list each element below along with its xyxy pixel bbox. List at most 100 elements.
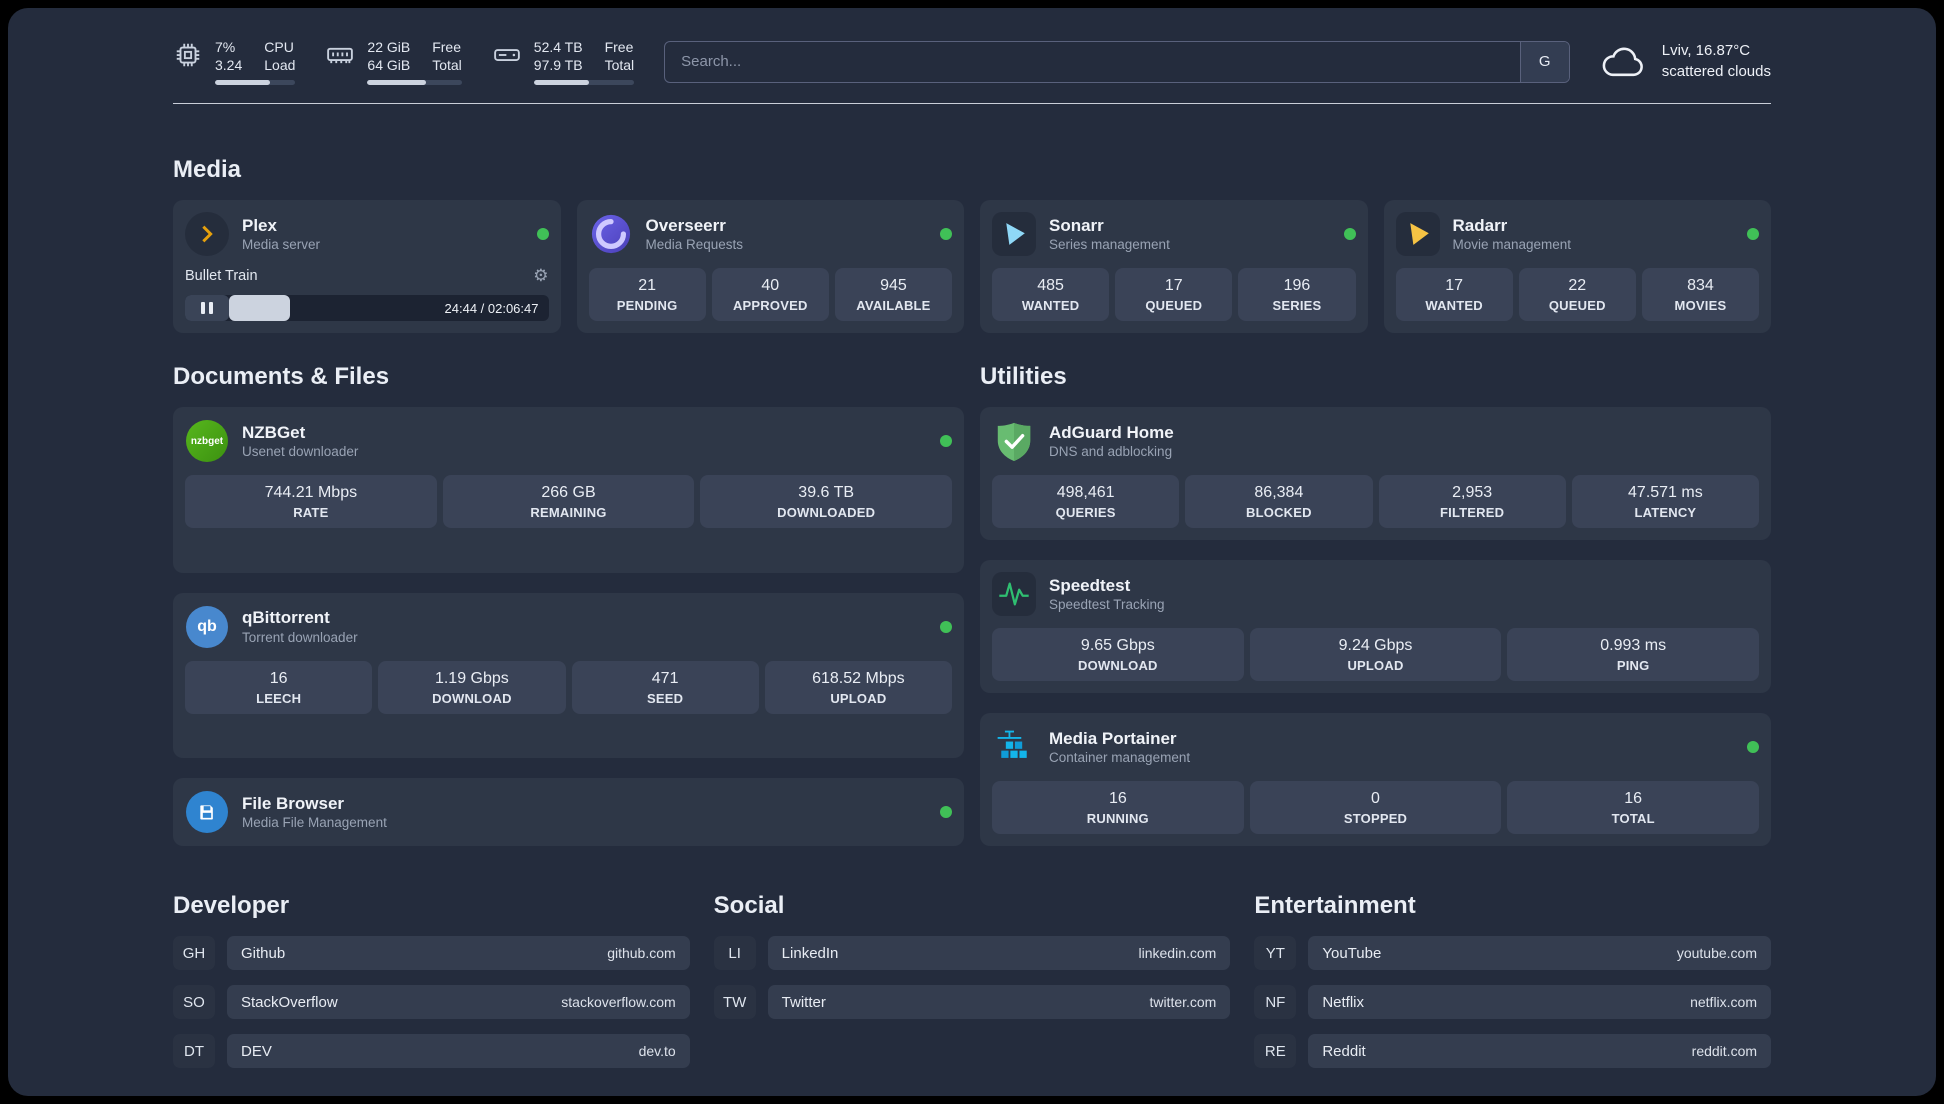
ram-free-value: 22 GiB xyxy=(367,39,411,55)
app-desc: Movie management xyxy=(1452,237,1572,253)
bookmark-name: LinkedIn xyxy=(781,944,839,962)
app-card-nzbget[interactable]: nzbget NZBGet Usenet downloader 744.21 M… xyxy=(173,407,964,573)
stat-leech: 16 LEECH xyxy=(185,660,373,714)
app-card-adguard[interactable]: AdGuard Home DNS and adblocking 498,461 … xyxy=(980,407,1771,541)
pause-button[interactable] xyxy=(185,295,229,322)
ram-free-label: Free xyxy=(432,39,462,55)
bookmark-linkedin[interactable]: LI LinkedIn linkedin.com xyxy=(713,936,1231,971)
stat-series: 196 SERIES xyxy=(1238,268,1356,322)
bookmark-dev[interactable]: DT DEV dev.to xyxy=(173,1034,690,1069)
section-title-utilities: Utilities xyxy=(980,363,1067,391)
bookmark-abbr: LI xyxy=(713,936,756,971)
stat-running: 16 RUNNING xyxy=(992,781,1244,835)
adguard-icon xyxy=(992,419,1036,463)
stat-upload: 618.52 Mbps UPLOAD xyxy=(764,660,952,714)
sonarr-icon xyxy=(992,212,1036,257)
stat-filtered: 2,953 FILTERED xyxy=(1378,475,1566,529)
bookmark-name: Netflix xyxy=(1322,993,1365,1011)
app-card-filebrowser[interactable]: File Browser Media File Management xyxy=(173,778,964,847)
stat-seed: 471 SEED xyxy=(571,660,759,714)
bookmark-youtube[interactable]: YT YouTube youtube.com xyxy=(1254,936,1772,971)
bookmark-name: DEV xyxy=(241,1042,272,1060)
app-name: qBittorrent xyxy=(242,608,330,628)
media-player: 24:44 / 02:06:47 xyxy=(185,295,549,322)
app-card-overseerr[interactable]: Overseerr Media Requests 21 PENDING 40 A… xyxy=(576,200,964,334)
bookmark-reddit[interactable]: RE Reddit reddit.com xyxy=(1254,1034,1772,1069)
app-desc: Torrent downloader xyxy=(242,629,358,645)
bookmark-url: stackoverflow.com xyxy=(561,994,676,1011)
bookmark-url: youtube.com xyxy=(1676,945,1758,962)
app-name: Plex xyxy=(242,215,277,235)
settings-icon[interactable]: ⚙ xyxy=(533,266,549,286)
stat-pending: 21 PENDING xyxy=(588,268,706,322)
stat-total: 16 TOTAL xyxy=(1507,781,1760,835)
stat-upload: 9.24 Gbps UPLOAD xyxy=(1249,628,1502,682)
stat-downloaded: 39.6 TB DOWNLOADED xyxy=(700,475,953,529)
stat-queued: 22 QUEUED xyxy=(1518,268,1636,322)
stat-stopped: 0 STOPPED xyxy=(1249,781,1502,835)
bookmark-name: Reddit xyxy=(1322,1042,1366,1060)
ram-usage-bar xyxy=(367,80,462,86)
app-name: AdGuard Home xyxy=(1049,422,1174,442)
app-name: Radarr xyxy=(1452,215,1508,235)
bookmark-group-developer: Developer GH Github github.com SO StackO… xyxy=(173,892,690,1083)
status-dot xyxy=(940,435,952,448)
disk-total-label: Total xyxy=(604,57,635,74)
stat-wanted: 485 WANTED xyxy=(992,268,1110,322)
status-dot xyxy=(536,228,549,241)
ram-total-label: Total xyxy=(432,57,462,74)
app-card-plex[interactable]: Plex Media server Bullet Train ⚙ 24:44 /… xyxy=(173,200,561,334)
app-desc: Media File Management xyxy=(242,815,387,831)
bookmark-github[interactable]: GH Github github.com xyxy=(173,936,690,971)
bookmark-stackoverflow[interactable]: SO StackOverflow stackoverflow.com xyxy=(173,985,690,1020)
bookmark-url: reddit.com xyxy=(1691,1043,1758,1060)
app-desc: Series management xyxy=(1049,237,1170,253)
app-card-radarr[interactable]: Radarr Movie management 17 WANTED 22 QUE… xyxy=(1383,200,1771,334)
cpu-widget: 7% 3.24 CPU Load xyxy=(173,38,296,86)
playback-time: 24:44 / 02:06:47 xyxy=(444,300,539,316)
radarr-icon xyxy=(1395,212,1440,257)
search-engine-button[interactable]: G xyxy=(1519,41,1569,82)
status-dot xyxy=(1343,228,1356,241)
app-desc: Media server xyxy=(242,237,321,253)
portainer-icon xyxy=(992,725,1036,769)
bookmark-netflix[interactable]: NF Netflix netflix.com xyxy=(1254,985,1772,1020)
section-title-developer: Developer xyxy=(173,892,290,920)
search-input[interactable] xyxy=(665,53,1520,71)
bookmark-name: YouTube xyxy=(1322,944,1382,962)
disk-total-value: 97.9 TB xyxy=(533,57,583,74)
stat-wanted: 17 WANTED xyxy=(1395,268,1513,322)
weather-condition: scattered clouds xyxy=(1661,62,1771,80)
ram-widget: 22 GiB 64 GiB Free Total xyxy=(325,38,462,86)
app-card-sonarr[interactable]: Sonarr Series management 485 WANTED 17 Q… xyxy=(980,200,1368,334)
app-name: Speedtest xyxy=(1049,575,1131,595)
section-title-documents: Documents & Files xyxy=(173,363,390,391)
stat-blocked: 86,384 BLOCKED xyxy=(1185,475,1373,529)
bookmark-url: netflix.com xyxy=(1690,994,1758,1011)
dashboard: 7% 3.24 CPU Load xyxy=(8,8,1936,1096)
bookmark-group-entertainment: Entertainment YT YouTube youtube.com NF … xyxy=(1254,892,1772,1083)
app-card-portainer[interactable]: Media Portainer Container management 16 … xyxy=(980,713,1771,847)
weather-widget: Lviv, 16.87°C scattered clouds xyxy=(1600,41,1771,82)
bookmark-abbr: SO xyxy=(173,985,215,1020)
section-title-media: Media xyxy=(173,156,242,184)
disk-widget: 52.4 TB 97.9 TB Free Total xyxy=(492,38,635,86)
now-playing-title: Bullet Train xyxy=(185,268,258,285)
app-card-speedtest[interactable]: Speedtest Speedtest Tracking 9.65 Gbps D… xyxy=(980,560,1771,694)
weather-location: Lviv, 16.87°C xyxy=(1661,42,1751,60)
app-card-qbittorrent[interactable]: qb qBittorrent Torrent downloader 16 LEE… xyxy=(173,592,964,759)
overseerr-icon xyxy=(589,212,633,256)
topbar-divider xyxy=(173,103,1771,105)
bookmark-twitter[interactable]: TW Twitter twitter.com xyxy=(713,985,1231,1020)
qbittorrent-icon: qb xyxy=(185,605,229,649)
stat-queries: 498,461 QUERIES xyxy=(992,475,1180,529)
bookmark-abbr: TW xyxy=(713,985,756,1020)
status-dot xyxy=(1747,741,1759,754)
bookmark-name: Twitter xyxy=(781,993,826,1011)
search-bar[interactable]: G xyxy=(664,40,1570,83)
bookmark-name: Github xyxy=(241,944,286,962)
ram-icon xyxy=(325,40,355,70)
cpu-percent: 7% xyxy=(215,39,236,55)
bookmark-abbr: NF xyxy=(1254,985,1297,1020)
progress-track[interactable] xyxy=(229,295,549,322)
